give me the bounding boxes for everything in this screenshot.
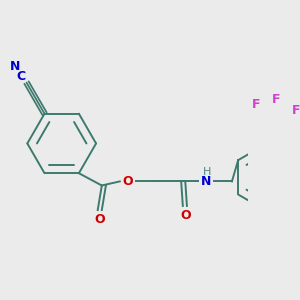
Text: N: N <box>200 175 211 188</box>
Text: F: F <box>272 93 280 106</box>
Text: H: H <box>203 167 212 177</box>
Text: N: N <box>10 60 20 73</box>
Text: O: O <box>94 213 105 226</box>
Text: F: F <box>251 98 260 111</box>
Text: C: C <box>16 70 25 83</box>
Text: O: O <box>180 209 190 222</box>
Text: F: F <box>292 104 300 117</box>
Text: O: O <box>123 175 133 188</box>
